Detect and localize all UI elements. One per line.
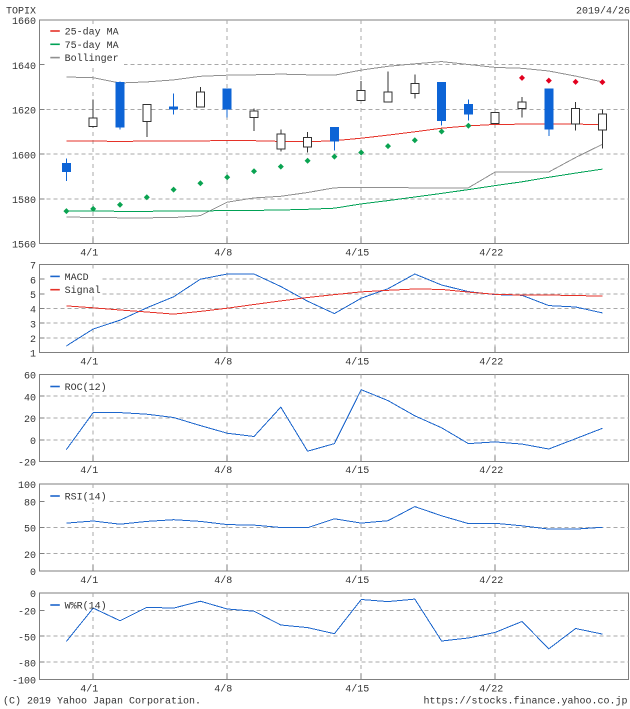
svg-text:2019/4/26: 2019/4/26: [576, 6, 630, 18]
svg-text:4/22: 4/22: [479, 683, 503, 695]
svg-text:-80: -80: [18, 659, 36, 670]
svg-text:4/15: 4/15: [345, 575, 369, 587]
svg-text:4/15: 4/15: [345, 465, 369, 477]
svg-text:80: 80: [24, 499, 36, 510]
svg-text:4: 4: [30, 306, 36, 317]
svg-text:4/15: 4/15: [345, 247, 369, 259]
svg-text:25-day MA: 25-day MA: [65, 27, 119, 39]
svg-text:4/22: 4/22: [479, 575, 503, 587]
svg-text:1640: 1640: [12, 62, 36, 73]
svg-text:20: 20: [24, 551, 36, 562]
svg-text:Signal: Signal: [65, 285, 101, 297]
svg-text:4/15: 4/15: [345, 683, 369, 695]
svg-text:-20: -20: [18, 459, 36, 470]
svg-text:4/8: 4/8: [214, 465, 232, 477]
svg-text:4/1: 4/1: [80, 247, 98, 259]
svg-text:4/8: 4/8: [214, 683, 232, 695]
svg-text:https://stocks.finance.yahoo.c: https://stocks.finance.yahoo.co.jp: [423, 696, 627, 708]
svg-text:4/22: 4/22: [479, 356, 503, 368]
svg-text:20: 20: [24, 415, 36, 426]
svg-text:Bollinger: Bollinger: [65, 53, 119, 65]
svg-text:4/22: 4/22: [479, 247, 503, 259]
svg-text:75-day MA: 75-day MA: [65, 40, 119, 52]
svg-text:50: 50: [24, 525, 36, 536]
svg-text:-50: -50: [18, 634, 36, 645]
svg-text:40: 40: [24, 393, 36, 404]
svg-text:1620: 1620: [12, 107, 36, 118]
svg-text:1660: 1660: [12, 17, 36, 28]
svg-text:0: 0: [30, 437, 36, 448]
svg-text:3: 3: [30, 320, 36, 331]
svg-text:4/8: 4/8: [214, 356, 232, 368]
svg-text:100: 100: [18, 481, 36, 492]
svg-text:4/8: 4/8: [214, 575, 232, 587]
svg-text:60: 60: [24, 372, 36, 383]
svg-text:1: 1: [30, 350, 36, 361]
svg-text:0: 0: [30, 568, 36, 579]
svg-text:(C) 2019 Yahoo Japan Corporati: (C) 2019 Yahoo Japan Corporation.: [3, 696, 201, 708]
svg-text:4/15: 4/15: [345, 356, 369, 368]
svg-text:5: 5: [30, 291, 36, 302]
svg-text:-100: -100: [12, 677, 36, 688]
svg-text:ROC(12): ROC(12): [65, 382, 107, 394]
svg-text:RSI(14): RSI(14): [65, 492, 107, 504]
svg-text:4/22: 4/22: [479, 465, 503, 477]
svg-text:W%R(14): W%R(14): [65, 601, 107, 613]
svg-text:0: 0: [30, 590, 36, 601]
svg-text:2: 2: [30, 335, 36, 346]
svg-text:-20: -20: [18, 608, 36, 619]
svg-text:TOPIX: TOPIX: [6, 7, 36, 18]
svg-text:4/1: 4/1: [80, 356, 98, 368]
svg-text:MACD: MACD: [65, 273, 89, 284]
svg-text:4/1: 4/1: [80, 465, 98, 477]
svg-text:1600: 1600: [12, 151, 36, 162]
svg-text:4/8: 4/8: [214, 247, 232, 259]
svg-text:6: 6: [30, 276, 36, 287]
svg-text:4/1: 4/1: [80, 683, 98, 695]
svg-text:7: 7: [30, 262, 36, 273]
svg-text:1560: 1560: [12, 241, 36, 252]
svg-text:4/1: 4/1: [80, 575, 98, 587]
svg-text:1580: 1580: [12, 196, 36, 207]
